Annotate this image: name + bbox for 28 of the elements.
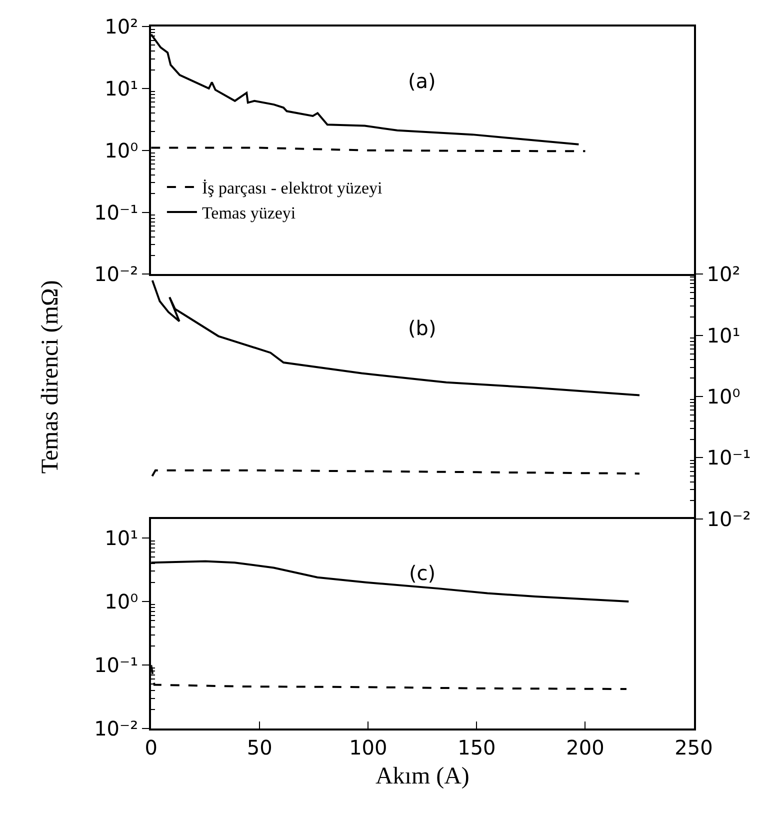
x-tick-label: 0 (144, 736, 158, 760)
y-tick-label: 10¹ (104, 526, 138, 550)
y-axis-title: Temas direnci (mΩ) (37, 280, 64, 474)
line-series (151, 279, 640, 396)
y2-tick-label: 10⁻¹ (706, 446, 751, 470)
x-tick-label: 100 (349, 736, 388, 760)
y-tick-label: 10⁻² (94, 262, 138, 286)
y2-tick-label: 10² (706, 262, 740, 286)
x-tick-label: 50 (246, 736, 272, 760)
x-tick-label: 250 (674, 736, 713, 760)
y2-tick-label: 10⁰ (706, 384, 740, 409)
x-axis-title: Akım (A) (375, 763, 470, 790)
y-tick-label: 10² (104, 14, 138, 39)
y-tick-label: 10⁻¹ (94, 200, 138, 224)
annotation: (a) (408, 69, 436, 93)
x-tick-label: 150 (458, 736, 496, 760)
y-tick-label: 10¹ (104, 76, 138, 100)
y-tick-label: 10⁻² (94, 716, 138, 741)
annotation: (c) (409, 561, 436, 585)
y2-tick-label: 10⁻² (706, 506, 751, 531)
legend-label: Temas yüzeyi (202, 204, 296, 223)
y-tick-label: 10⁰ (104, 138, 138, 162)
y-tick-label: 10⁰ (104, 590, 138, 614)
x-tick-label: 200 (566, 736, 604, 760)
y2-tick-label: 10¹ (706, 323, 740, 348)
legend-label: İş parçası - elektrot yüzeyi (202, 178, 383, 198)
annotation: (b) (408, 316, 436, 340)
y-tick-label: 10⁻¹ (94, 653, 138, 678)
